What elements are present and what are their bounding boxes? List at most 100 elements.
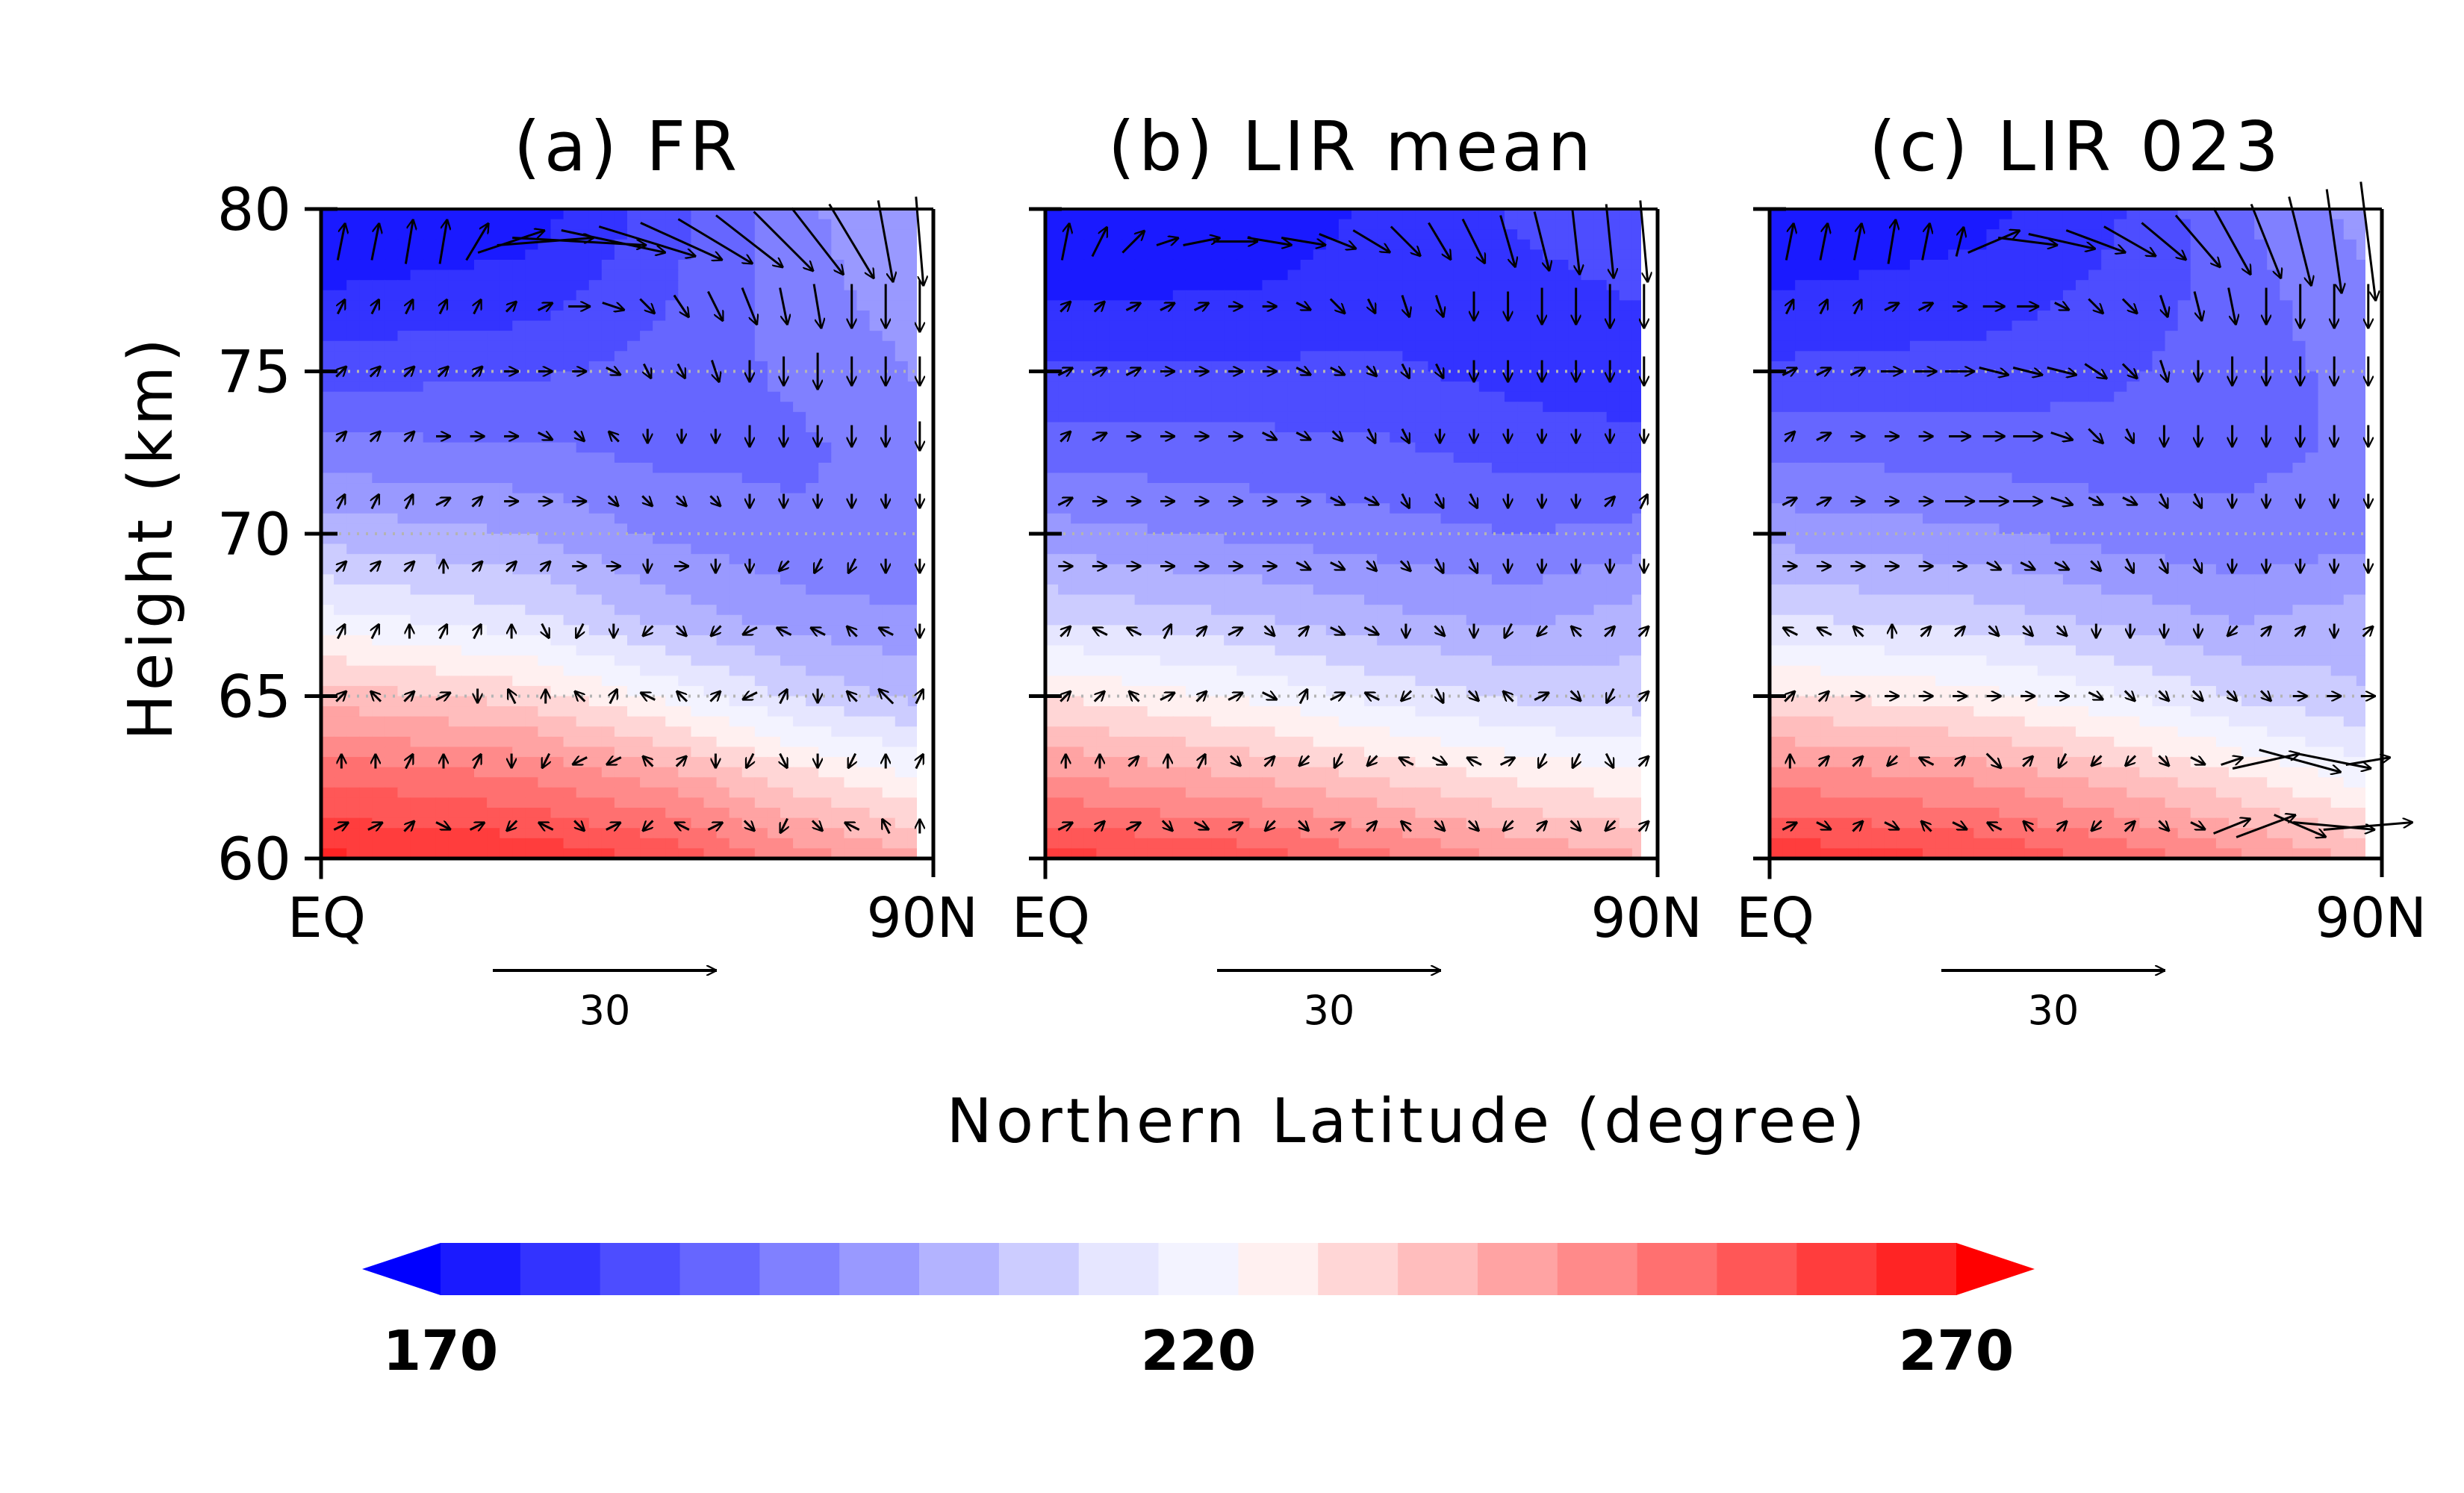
temperature-cell: [1262, 554, 1276, 565]
temperature-cell: [856, 685, 871, 697]
temperature-cell: [653, 411, 667, 423]
temperature-cell: [1287, 249, 1301, 261]
temperature-cell: [601, 767, 615, 779]
temperature-cell: [1071, 371, 1085, 382]
temperature-cell: [678, 828, 692, 839]
temperature-cell: [1160, 320, 1174, 331]
temperature-cell: [1364, 280, 1378, 291]
temperature-cell: [1351, 219, 1365, 230]
temperature-cell: [653, 564, 667, 576]
temperature-cell: [1071, 503, 1085, 514]
temperature-cell: [793, 777, 806, 788]
temperature-cell: [1428, 331, 1442, 342]
temperature-cell: [1236, 452, 1251, 464]
wind-arrow: [435, 691, 451, 700]
temperature-cell: [716, 726, 730, 738]
temperature-cell: [1224, 402, 1238, 413]
wind-arrow: [916, 689, 925, 705]
temperature-cell: [410, 259, 424, 271]
temperature-cell: [869, 736, 883, 748]
temperature-cell: [869, 310, 883, 322]
temperature-cell: [334, 209, 347, 220]
temperature-cell: [410, 269, 424, 281]
temperature-cell: [435, 209, 449, 220]
temperature-cell: [1377, 361, 1391, 373]
temperature-cell: [576, 280, 590, 291]
temperature-cell: [372, 249, 386, 261]
temperature-cell: [806, 808, 820, 819]
temperature-cell: [1440, 300, 1455, 311]
temperature-cell: [1249, 523, 1263, 534]
temperature-cell: [1325, 402, 1340, 413]
temperature-cell: [334, 534, 347, 545]
temperature-cell: [1109, 229, 1123, 240]
temperature-cell: [346, 432, 361, 443]
temperature-cell: [856, 513, 871, 525]
temperature-cell: [435, 351, 449, 362]
temperature-cell: [716, 716, 730, 728]
wind-arrow: [780, 752, 788, 769]
temperature-cell: [474, 777, 488, 788]
temperature-cell: [563, 817, 577, 829]
temperature-cell: [1313, 543, 1327, 555]
temperature-cell: [1172, 422, 1186, 433]
temperature-cell: [831, 523, 845, 534]
temperature-cell: [1530, 331, 1544, 342]
temperature-cell: [818, 543, 833, 555]
temperature-cell: [818, 340, 833, 352]
temperature-cell: [691, 767, 705, 779]
temperature-cell: [487, 808, 500, 819]
temperature-cell: [767, 381, 781, 393]
temperature-cell: [831, 320, 845, 331]
temperature-cell: [538, 290, 552, 302]
temperature-cell: [627, 777, 641, 788]
temperature-cell: [359, 209, 373, 220]
wind-arrow: [369, 561, 381, 573]
temperature-cell: [1606, 473, 1620, 484]
wind-arrow: [469, 821, 485, 830]
temperature-cell: [869, 381, 883, 393]
temperature-cell: [665, 746, 679, 758]
temperature-cell: [907, 726, 917, 738]
temperature-cell: [627, 828, 641, 839]
wind-arrow: [573, 820, 585, 831]
temperature-cell: [576, 290, 590, 302]
x-tick-label: 90N: [866, 886, 978, 950]
temperature-cell: [614, 696, 628, 707]
temperature-cell: [653, 259, 667, 271]
temperature-cell: [1172, 564, 1186, 576]
temperature-cell: [1083, 381, 1098, 393]
temperature-cell: [1071, 340, 1085, 352]
temperature-cell: [487, 726, 500, 738]
wind-arrow: [707, 821, 723, 830]
temperature-cell: [1109, 269, 1123, 281]
temperature-cell: [895, 310, 909, 322]
temperature-cell: [321, 848, 335, 858]
temperature-cell: [793, 655, 806, 667]
temperature-cell: [1415, 310, 1429, 322]
temperature-cell: [359, 645, 373, 656]
temperature-cell: [1096, 219, 1110, 230]
temperature-cell: [1185, 209, 1199, 220]
temperature-cell: [500, 269, 514, 281]
temperature-cell: [1351, 340, 1365, 352]
temperature-cell: [767, 817, 781, 829]
temperature-cell: [665, 706, 679, 717]
temperature-cell: [1517, 391, 1531, 403]
temperature-cell: [1351, 462, 1365, 474]
temperature-cell: [627, 635, 641, 646]
temperature-cell: [563, 331, 577, 342]
temperature-cell: [1530, 543, 1544, 555]
temperature-cell: [1543, 361, 1557, 373]
temperature-cell: [474, 635, 488, 646]
temperature-cell: [525, 838, 539, 850]
temperature-cell: [831, 239, 845, 251]
temperature-cell: [1377, 422, 1391, 433]
temperature-cell: [1543, 534, 1557, 545]
temperature-cell: [1172, 391, 1186, 403]
temperature-cell: [1121, 534, 1136, 545]
temperature-cell: [359, 422, 373, 433]
temperature-cell: [831, 676, 845, 687]
temperature-cell: [588, 605, 603, 616]
wind-arrow: [574, 623, 583, 639]
